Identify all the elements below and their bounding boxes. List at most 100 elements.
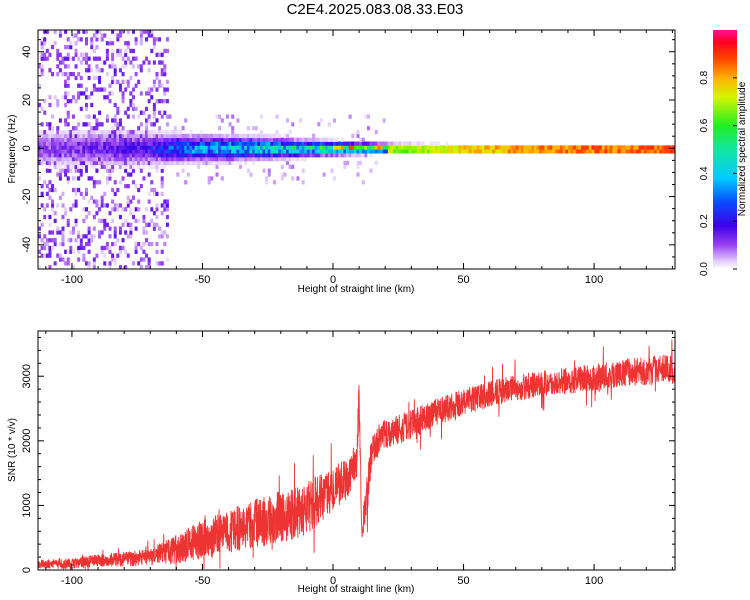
spectrogram-cell (299, 156, 303, 162)
spectrogram-cell (212, 141, 216, 146)
spectrogram-cell (40, 145, 44, 150)
spectrogram-cell (100, 141, 104, 146)
spectrogram-cell (95, 75, 99, 81)
spectrogram-cell (622, 149, 626, 154)
spectrogram-x-tick-label: 100 (585, 274, 603, 286)
spectrogram-cell (79, 153, 83, 158)
spectrogram-cell (309, 153, 313, 158)
spectrogram-cell (134, 137, 138, 142)
spectrogram-cell (87, 141, 91, 146)
spectrogram-cell (181, 145, 185, 150)
spectrogram-cell (116, 238, 120, 243)
spectrogram-cell (56, 133, 60, 139)
spectrogram-cell (215, 149, 219, 154)
spectrogram-cell (121, 56, 125, 61)
spectrogram-cell (116, 203, 120, 208)
spectrogram-cell (291, 176, 295, 181)
spectrogram-cell (335, 153, 339, 158)
spectrogram-cell (124, 137, 128, 142)
spectrogram-cell (79, 91, 83, 96)
spectrogram-cell (87, 265, 91, 269)
spectrogram-cell (215, 141, 219, 146)
spectrogram-cell (364, 141, 368, 146)
spectrogram-cell (45, 160, 49, 166)
spectrogram-cell (257, 141, 261, 146)
spectrogram-cell (244, 145, 248, 150)
spectrogram-cell (69, 129, 73, 135)
spectrogram-cell (71, 265, 75, 269)
spectrogram-cell (92, 48, 96, 54)
spectrogram-cell (82, 218, 86, 224)
spectrogram-cell (184, 145, 188, 150)
spectrogram-cell (124, 60, 128, 65)
spectrogram-cell (126, 44, 130, 50)
spectrogram-cell (134, 249, 138, 254)
spectrogram-cell (262, 168, 266, 173)
spectrogram-cell (155, 99, 159, 104)
spectrogram-cell (43, 137, 47, 142)
spectrogram-x-tick-label: -50 (195, 274, 211, 286)
spectrogram-cell (103, 33, 107, 38)
spectrogram-cell (108, 41, 112, 46)
spectrogram-cell (64, 249, 68, 254)
spectrogram-cell (56, 149, 60, 154)
spectrogram-cell (64, 64, 68, 69)
spectrogram-cell (192, 149, 196, 154)
spectrogram-cell (335, 137, 339, 142)
spectrogram-cell (134, 160, 138, 166)
spectrogram-y-tick-label: -40 (21, 237, 33, 253)
spectrogram-cell (641, 149, 645, 154)
spectrogram-cell (118, 137, 122, 142)
spectrogram-cell (131, 48, 135, 54)
spectrogram-cell (267, 141, 271, 146)
spectrogram-cell (648, 149, 652, 154)
spectrogram-cell (432, 145, 436, 150)
spectrogram-cell (361, 141, 365, 146)
spectrogram-cell (314, 137, 318, 142)
spectrogram-cell (108, 91, 112, 96)
spectrogram-cell (118, 203, 122, 208)
spectrogram-cell (218, 126, 222, 131)
spectrogram-cell (158, 160, 162, 166)
spectrogram-cell (118, 118, 122, 123)
spectrogram-cell (40, 72, 44, 77)
spectrogram-cell (121, 245, 125, 251)
spectrogram-cell (126, 195, 130, 200)
spectrogram-cell (356, 141, 360, 146)
spectrogram-cell (173, 126, 177, 131)
spectrogram-cell (38, 129, 42, 135)
spectrogram-cell (48, 180, 52, 185)
spectrogram-cell (194, 153, 198, 158)
spectrogram-cell (66, 75, 70, 81)
spectrogram-cell (189, 133, 193, 139)
spectrogram-cell (246, 137, 250, 142)
spectrogram-cell (207, 137, 211, 142)
spectrogram-cell (126, 199, 130, 204)
spectrogram-cell (573, 149, 577, 154)
spectrogram-cell (359, 153, 363, 158)
spectrogram-cell (82, 207, 86, 212)
spectrogram-cell (351, 153, 355, 158)
spectrogram-cell (87, 249, 91, 254)
spectrogram-cell (82, 149, 86, 154)
spectrogram-cell (145, 37, 149, 42)
spectrogram-cell (223, 141, 227, 146)
spectrogram-cell (87, 211, 91, 216)
spectrogram-cell (82, 137, 86, 142)
spectrogram-cell (116, 122, 120, 127)
spectrogram-cell (69, 238, 73, 243)
spectrogram-cell (71, 156, 75, 162)
spectrogram-cell (450, 149, 454, 154)
spectrogram-cell (61, 56, 65, 61)
spectrogram-cell (301, 180, 305, 185)
spectrogram-cell (184, 141, 188, 146)
spectrogram-cell (244, 153, 248, 158)
spectrogram-cell (118, 133, 122, 139)
colorbar: 0.00.20.40.60.8 Normalized spectral ampl… (699, 30, 748, 276)
spectrogram-cell (124, 249, 128, 254)
spectrogram-cell (111, 187, 115, 193)
spectrogram-cell (79, 133, 83, 139)
spectrogram-cell (306, 137, 310, 142)
spectrogram-cell (327, 145, 331, 150)
spectrogram-cell (98, 149, 102, 154)
